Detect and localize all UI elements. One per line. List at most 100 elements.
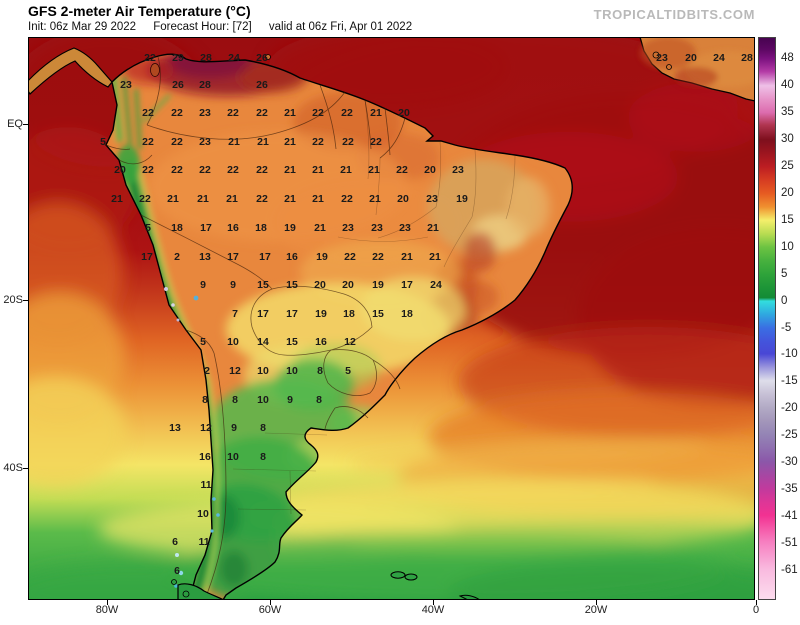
temperature-value: 10 [286,365,298,377]
lon-axis-tick [107,600,108,605]
temperature-value: 22 [171,164,183,176]
temperature-value: 28 [200,52,212,64]
temperature-value: 6 [172,536,178,548]
temperature-value: 8 [202,394,208,406]
colorbar-tick-label: -35 [781,483,798,496]
temperature-value: 22 [142,164,154,176]
temperature-value: 22 [256,193,268,205]
temperature-value: 22 [199,164,211,176]
temperature-value: 22 [139,193,151,205]
colorbar-tick-label: 30 [781,132,794,145]
temperature-value: 2 [204,365,210,377]
temperature-values-layer: 22 29 28 24 26 23 20 24 28 23 26 28 26 22 22 23 22 22 21 22… [28,37,755,600]
temperature-value: 21 [312,164,324,176]
temperature-value: 26 [172,79,184,91]
temperature-value: 22 [227,107,239,119]
temperature-value: 12 [344,336,356,348]
temperature-value: 15 [372,308,384,320]
temperature-value: 6 [174,565,180,577]
temperature-value: 17 [227,251,239,263]
temperature-value: 19 [315,308,327,320]
temperature-value: 19 [456,193,468,205]
temperature-value: 21 [284,193,296,205]
lat-axis-label: 20S [3,294,23,306]
lon-axis-tick [270,600,271,605]
temperature-value: 8 [260,451,266,463]
lon-axis-tick [433,600,434,605]
lon-axis-label: 0 [752,604,760,616]
temperature-value: 21 [228,136,240,148]
temperature-value: 23 [371,222,383,234]
temperature-value: 15 [257,279,269,291]
temperature-value: 12 [200,422,212,434]
temperature-value: 17 [286,308,298,320]
watermark: TROPICALTIDBITS.COM [593,7,755,22]
temperature-value: 17 [141,251,153,263]
colorbar-tick-label: -20 [781,402,798,415]
temperature-value: 15 [286,336,298,348]
temperature-value: 21 [312,193,324,205]
temperature-value: 20 [397,193,409,205]
temperature-value: 29 [172,52,184,64]
temperature-value: 19 [372,279,384,291]
temperature-value: 23 [342,222,354,234]
colorbar-tick-label: -5 [781,321,792,334]
colorbar-tick-label: 48 [781,52,794,64]
colorbar [758,37,776,600]
temperature-value: 21 [368,164,380,176]
temperature-value: 5 [100,136,106,148]
temperature-value: 19 [284,222,296,234]
temperature-value: 21 [340,164,352,176]
lon-axis-tick [596,600,597,605]
africa-coastline [639,37,755,102]
temperature-value: 8 [317,365,323,377]
temperature-value: 22 [344,251,356,263]
temperature-value: 12 [229,365,241,377]
temperature-value: 22 [142,136,154,148]
temperature-value: 5 [145,222,151,234]
temperature-value: 24 [228,52,240,64]
temperature-value: 22 [342,136,354,148]
temperature-value: 23 [120,79,132,91]
temperature-value: 23 [199,136,211,148]
init-time-label: Init: 06z Mar 29 2022 [28,21,137,33]
country-borders [105,56,406,595]
temperature-value: 20 [424,164,436,176]
colorbar-tick-label: 10 [781,240,794,253]
temperature-value: 22 [256,164,268,176]
lakes-and-glaciers [150,63,220,591]
temperature-value: 17 [259,251,271,263]
temperature-value: 16 [227,222,239,234]
temperature-value: 22 [227,164,239,176]
state-borders [232,99,516,515]
temperature-value: 22 [144,52,156,64]
colorbar-tick-label: 15 [781,213,794,226]
temperature-value: 22 [312,107,324,119]
lon-axis-tick [756,600,757,605]
temperature-value: 22 [396,164,408,176]
temperature-value: 21 [429,251,441,263]
temperature-value: 22 [372,251,384,263]
temperature-value: 5 [200,336,206,348]
temperature-value: 21 [369,193,381,205]
map-container: 22 29 28 24 26 23 20 24 28 23 26 28 26 22 22 23 22 22 21 22… [28,37,755,600]
temperature-value: 2 [174,251,180,263]
temperature-value: 10 [227,451,239,463]
subtitle: Init: 06z Mar 29 2022 Forecast Hour: [72… [28,21,426,33]
temperature-value: 11 [200,479,212,491]
temperature-value: 18 [343,308,355,320]
ocean-temperature-patches [28,37,755,600]
temperature-value: 22 [370,136,382,148]
temperature-value: 22 [256,107,268,119]
temperature-value: 17 [257,308,269,320]
temperature-value: 26 [256,52,268,64]
temperature-value: 23 [656,52,668,64]
temperature-value: 26 [256,79,268,91]
temperature-value: 17 [200,222,212,234]
temperature-value: 22 [341,107,353,119]
temperature-value: 10 [257,365,269,377]
temperature-value: 18 [255,222,267,234]
temperature-value: 19 [316,251,328,263]
temperature-value: 21 [284,136,296,148]
